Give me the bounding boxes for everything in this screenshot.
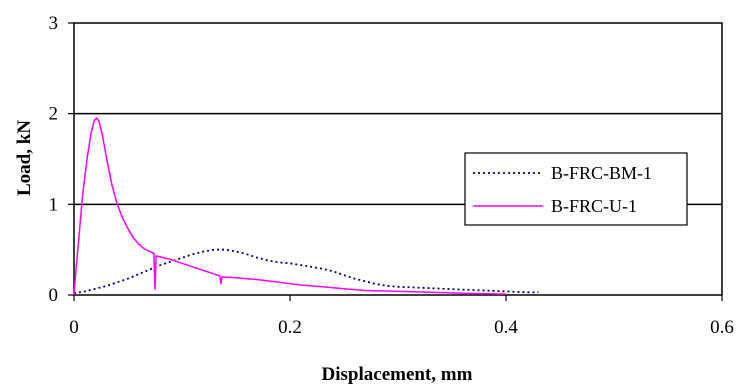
x-tick-label: 0.4	[494, 317, 518, 338]
y-tick-label: 0	[49, 285, 59, 306]
legend-label-1: B-FRC-BM-1	[551, 163, 652, 183]
y-tick-label: 3	[49, 13, 59, 34]
x-axis-title: Displacement, mm	[322, 364, 473, 385]
legend-box	[464, 152, 688, 226]
x-tick-label: 0.6	[710, 317, 734, 338]
plot-area: 0 1 2 3 0 0.2 0.4 0.6 B-FRC-BM-1 B-FRC-U-1	[49, 13, 734, 338]
series-line-2	[73, 117, 507, 296]
series-line-1	[73, 248, 539, 295]
plot-frame	[73, 22, 723, 296]
x-tick-label: 0	[69, 317, 79, 338]
y-axis-title: Load, kN	[14, 120, 35, 196]
x-tick-label: 0.2	[278, 317, 302, 338]
y-tick-label: 1	[49, 194, 59, 215]
legend-label-2: B-FRC-U-1	[551, 196, 637, 216]
y-tick-label: 2	[49, 104, 59, 125]
